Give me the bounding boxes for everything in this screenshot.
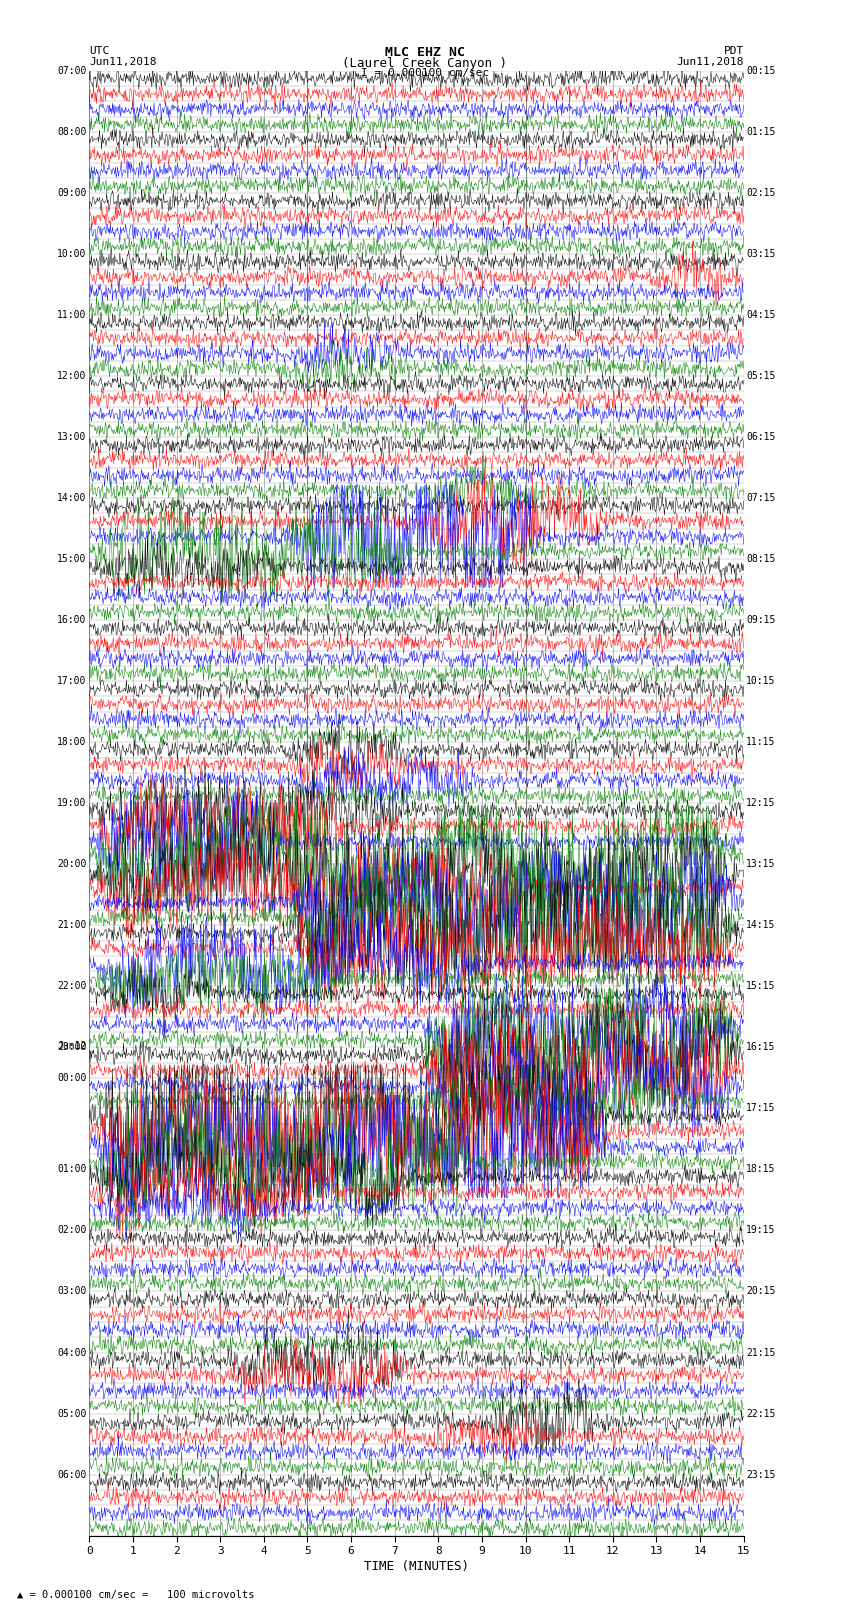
Text: 01:15: 01:15 — [746, 127, 776, 137]
Text: 11:15: 11:15 — [746, 737, 776, 747]
Text: 23:15: 23:15 — [746, 1469, 776, 1479]
Text: 20:00: 20:00 — [57, 860, 87, 869]
Text: Jun12: Jun12 — [57, 1040, 87, 1052]
Text: 20:15: 20:15 — [746, 1287, 776, 1297]
Text: 11:00: 11:00 — [57, 310, 87, 319]
Text: 23:00: 23:00 — [57, 1042, 87, 1052]
Text: 17:00: 17:00 — [57, 676, 87, 686]
X-axis label: TIME (MINUTES): TIME (MINUTES) — [364, 1560, 469, 1573]
Text: 14:00: 14:00 — [57, 494, 87, 503]
Text: 21:15: 21:15 — [746, 1347, 776, 1358]
Text: PDT: PDT — [723, 45, 744, 56]
Text: 18:15: 18:15 — [746, 1165, 776, 1174]
Text: 09:15: 09:15 — [746, 615, 776, 626]
Text: 21:00: 21:00 — [57, 921, 87, 931]
Text: 00:15: 00:15 — [746, 66, 776, 76]
Text: 16:00: 16:00 — [57, 615, 87, 626]
Text: 12:00: 12:00 — [57, 371, 87, 381]
Text: 00:00: 00:00 — [57, 1073, 87, 1082]
Text: MLC EHZ NC: MLC EHZ NC — [385, 45, 465, 60]
Text: 07:00: 07:00 — [57, 66, 87, 76]
Text: 03:15: 03:15 — [746, 248, 776, 260]
Text: Jun11,2018: Jun11,2018 — [89, 58, 156, 68]
Text: Jun11,2018: Jun11,2018 — [677, 58, 744, 68]
Text: 19:15: 19:15 — [746, 1226, 776, 1236]
Text: 06:15: 06:15 — [746, 432, 776, 442]
Text: 05:00: 05:00 — [57, 1408, 87, 1418]
Text: 03:00: 03:00 — [57, 1287, 87, 1297]
Text: 08:15: 08:15 — [746, 555, 776, 565]
Text: I = 0.000100 cm/sec: I = 0.000100 cm/sec — [361, 68, 489, 77]
Text: 14:15: 14:15 — [746, 921, 776, 931]
Text: 22:00: 22:00 — [57, 981, 87, 992]
Text: 06:00: 06:00 — [57, 1469, 87, 1479]
Text: 01:00: 01:00 — [57, 1165, 87, 1174]
Text: 09:00: 09:00 — [57, 189, 87, 198]
Text: 13:15: 13:15 — [746, 860, 776, 869]
Text: 22:15: 22:15 — [746, 1408, 776, 1418]
Text: UTC: UTC — [89, 45, 110, 56]
Text: 04:15: 04:15 — [746, 310, 776, 319]
Text: 10:15: 10:15 — [746, 676, 776, 686]
Text: 19:00: 19:00 — [57, 798, 87, 808]
Text: 17:15: 17:15 — [746, 1103, 776, 1113]
Text: 07:15: 07:15 — [746, 494, 776, 503]
Text: ▲ = 0.000100 cm/sec =   100 microvolts: ▲ = 0.000100 cm/sec = 100 microvolts — [17, 1590, 254, 1600]
Text: 16:15: 16:15 — [746, 1042, 776, 1052]
Text: (Laurel Creek Canyon ): (Laurel Creek Canyon ) — [343, 58, 507, 71]
Text: 05:15: 05:15 — [746, 371, 776, 381]
Text: 02:15: 02:15 — [746, 189, 776, 198]
Text: 15:00: 15:00 — [57, 555, 87, 565]
Text: 02:00: 02:00 — [57, 1226, 87, 1236]
Text: 18:00: 18:00 — [57, 737, 87, 747]
Text: 04:00: 04:00 — [57, 1347, 87, 1358]
Text: 13:00: 13:00 — [57, 432, 87, 442]
Text: 12:15: 12:15 — [746, 798, 776, 808]
Text: 10:00: 10:00 — [57, 248, 87, 260]
Text: 15:15: 15:15 — [746, 981, 776, 992]
Text: 08:00: 08:00 — [57, 127, 87, 137]
